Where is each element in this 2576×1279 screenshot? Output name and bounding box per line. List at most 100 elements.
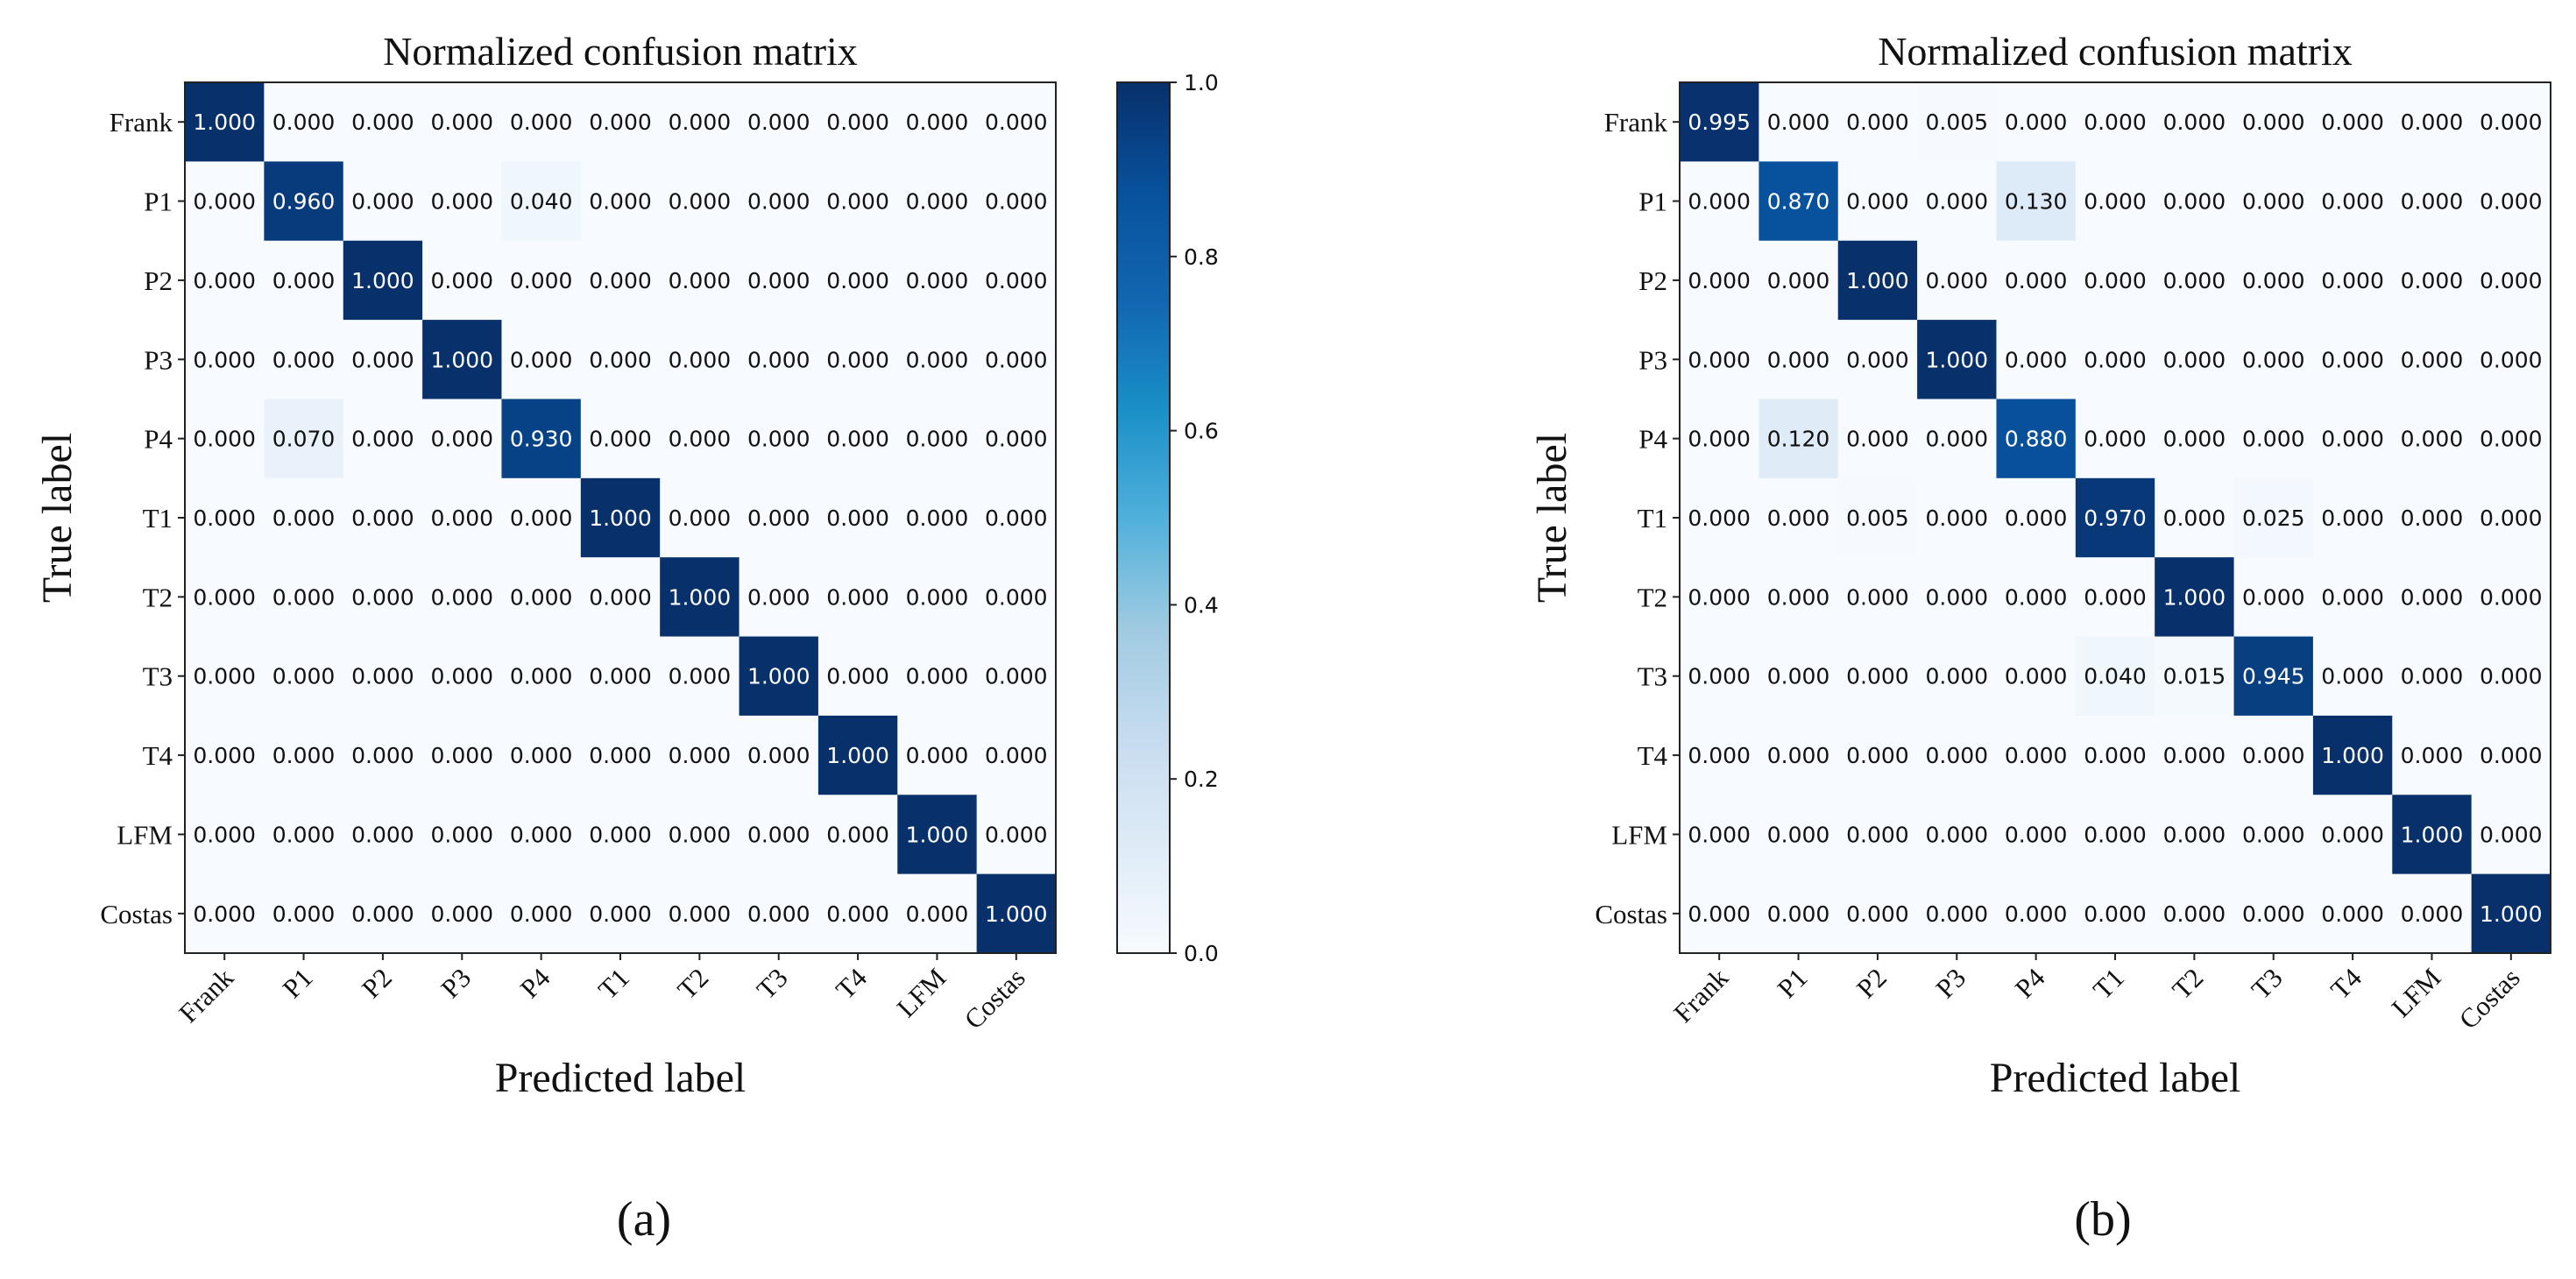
cell-value: 0.000 xyxy=(510,901,573,927)
y-tick-label: P3 xyxy=(1638,344,1667,375)
cell-value: 0.000 xyxy=(2084,822,2147,847)
heatmap-cell xyxy=(1837,873,1918,954)
cell-value: 0.000 xyxy=(2401,427,2464,452)
y-tick-label: T2 xyxy=(143,582,173,612)
cell-value: 0.880 xyxy=(2005,427,2068,452)
cell-value: 0.000 xyxy=(1688,664,1751,689)
heatmap-cell xyxy=(1680,320,1759,399)
cell-value: 0.000 xyxy=(906,505,969,531)
heatmap-cell xyxy=(660,320,740,399)
cell-value: 0.000 xyxy=(2163,347,2226,372)
cell-value: 0.000 xyxy=(669,189,732,215)
cell-value: 0.000 xyxy=(1688,505,1751,531)
cell-value: 0.005 xyxy=(1846,505,1909,531)
cell-value: 1.000 xyxy=(747,664,810,689)
colorbar-tick-label: 0.2 xyxy=(1184,767,1219,792)
heatmap-cell xyxy=(976,715,1057,795)
cell-value: 0.000 xyxy=(430,427,493,452)
cell-value: 0.000 xyxy=(906,743,969,768)
cell-value: 0.000 xyxy=(2163,268,2226,293)
cell-value: 0.000 xyxy=(1767,347,1830,372)
cell-value: 0.000 xyxy=(2480,584,2543,610)
cell-value: 0.000 xyxy=(351,427,414,452)
y-tick-label: T1 xyxy=(143,503,173,534)
cell-value: 0.000 xyxy=(1688,268,1751,293)
heatmap-cell xyxy=(2155,240,2235,321)
cell-value: 1.000 xyxy=(1925,347,1988,372)
heatmap-cell xyxy=(2392,477,2473,558)
cell-value: 0.000 xyxy=(2401,901,2464,927)
chart-title: Normalized confusion matrix xyxy=(383,29,858,74)
cell-value: 0.000 xyxy=(2005,664,2068,689)
cell-value: 0.000 xyxy=(2321,664,2384,689)
heatmap-cell xyxy=(897,715,978,795)
cell-value: 0.000 xyxy=(2242,347,2305,372)
heatmap-cell xyxy=(580,399,661,479)
heatmap-cell xyxy=(976,557,1057,638)
cell-value: 0.040 xyxy=(2084,664,2147,689)
heatmap-cell xyxy=(1996,161,2077,242)
heatmap-cell xyxy=(1917,715,1997,795)
heatmap-cell xyxy=(1917,320,1997,399)
heatmap-cell xyxy=(1759,240,1839,321)
cell-value: 0.000 xyxy=(2005,347,2068,372)
heatmap-cell xyxy=(2312,320,2393,399)
heatmap-cell xyxy=(2471,161,2551,242)
cell-value: 0.000 xyxy=(2084,268,2147,293)
heatmap-cell xyxy=(501,82,582,162)
heatmap-cell xyxy=(660,399,740,479)
cell-value: 0.000 xyxy=(589,347,652,372)
heatmap-cell xyxy=(2471,715,2551,795)
cell-value: 0.000 xyxy=(193,901,256,927)
heatmap-cell xyxy=(739,82,819,162)
heatmap-cell xyxy=(1917,240,1997,321)
heatmap-cell xyxy=(660,82,740,162)
cell-value: 0.000 xyxy=(669,901,732,927)
x-tick-label: T3 xyxy=(751,962,794,1005)
x-tick-label: P3 xyxy=(1929,962,1971,1004)
heatmap-cell xyxy=(2155,795,2235,875)
heatmap-cell xyxy=(501,795,582,875)
heatmap-cell xyxy=(1837,320,1918,399)
cell-value: 0.000 xyxy=(2084,347,2147,372)
heatmap-cell xyxy=(1917,873,1997,954)
heatmap-cell xyxy=(1996,477,2077,558)
cell-value: 0.995 xyxy=(1688,110,1751,135)
cell-value: 0.000 xyxy=(669,822,732,847)
cell-value: 0.000 xyxy=(2084,427,2147,452)
heatmap-cell xyxy=(2075,320,2155,399)
heatmap-cell xyxy=(2471,399,2551,479)
cell-value: 0.000 xyxy=(430,743,493,768)
x-axis-label: Predicted label xyxy=(1990,1055,2241,1101)
x-tick-label: Frank xyxy=(1667,962,1734,1028)
cell-value: 0.000 xyxy=(2242,189,2305,215)
heatmap-cell xyxy=(1680,636,1759,717)
heatmap-cell xyxy=(422,636,502,717)
cell-value: 0.000 xyxy=(272,347,336,372)
heatmap-cell xyxy=(817,82,898,162)
cell-value: 0.000 xyxy=(1846,427,1909,452)
cell-value: 0.000 xyxy=(1767,505,1830,531)
x-tick-label: P1 xyxy=(277,962,319,1004)
cell-value: 0.000 xyxy=(193,427,256,452)
cell-value: 0.000 xyxy=(985,822,1048,847)
x-tick-label: LFM xyxy=(2386,962,2447,1023)
heatmap-cell xyxy=(185,240,265,321)
cell-value: 0.000 xyxy=(985,268,1048,293)
cell-value: 0.000 xyxy=(985,743,1048,768)
cell-value: 0.000 xyxy=(2480,743,2543,768)
cell-value: 0.000 xyxy=(747,901,810,927)
cell-value: 0.000 xyxy=(2005,584,2068,610)
cell-value: 0.000 xyxy=(2242,584,2305,610)
heatmap-cell xyxy=(422,399,502,479)
heatmap-cell xyxy=(2312,873,2393,954)
cell-value: 0.000 xyxy=(272,743,336,768)
x-tick-label: T4 xyxy=(830,962,873,1005)
heatmap-cell xyxy=(501,240,582,321)
heatmap-cell xyxy=(264,161,344,242)
cell-value: 0.000 xyxy=(906,347,969,372)
heatmap-cell xyxy=(422,320,502,399)
cell-value: 0.000 xyxy=(2480,189,2543,215)
cell-value: 0.000 xyxy=(2163,901,2226,927)
cell-value: 0.000 xyxy=(2401,584,2464,610)
